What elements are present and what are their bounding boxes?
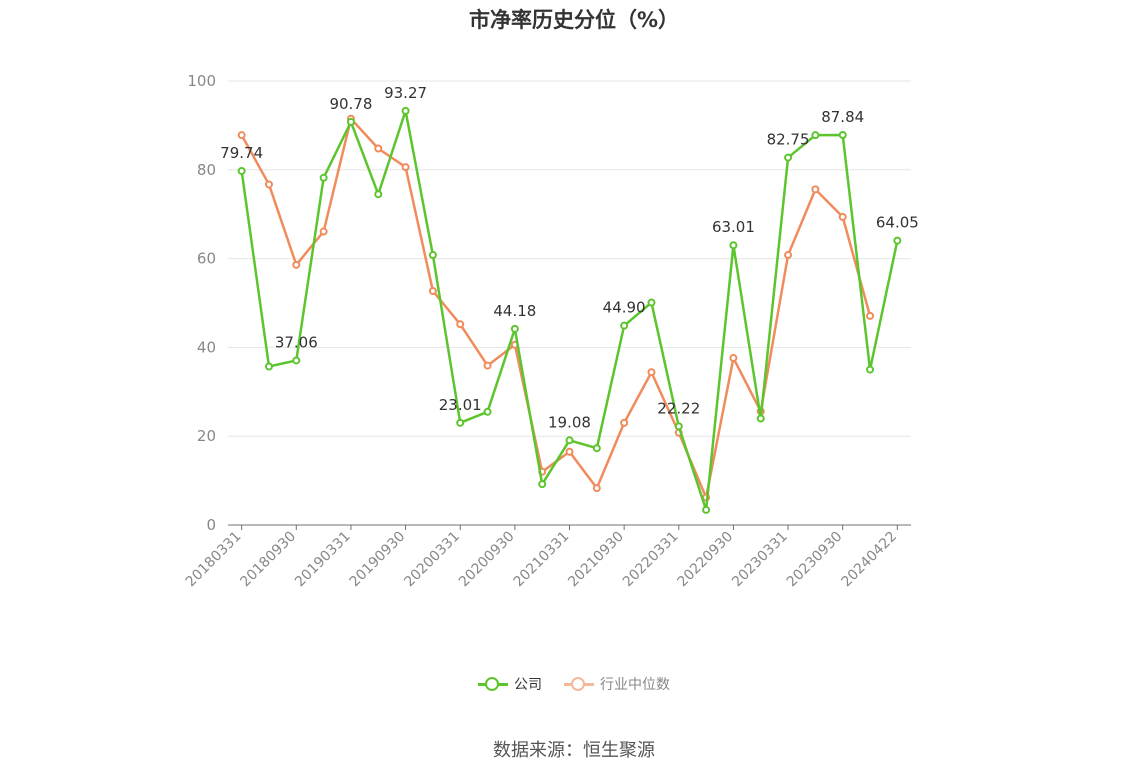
company-data-point	[264, 362, 273, 371]
data-label: 37.06	[275, 333, 318, 351]
company-data-point	[729, 241, 738, 250]
company-data-point	[483, 407, 492, 416]
y-tick-label: 80	[197, 161, 216, 179]
industry-data-point	[401, 163, 410, 172]
industry-data-point	[319, 227, 328, 236]
x-tick-label: 20210930	[565, 529, 627, 591]
y-tick-label: 20	[197, 427, 216, 445]
company-data-point	[292, 356, 301, 365]
industry-data-point	[483, 361, 492, 370]
data-label: 44.18	[493, 302, 536, 320]
x-tick-label: 20190331	[292, 529, 354, 591]
data-label: 93.27	[384, 84, 427, 102]
chart-title: 市净率历史分位（%）	[468, 8, 680, 32]
data-label: 87.84	[821, 108, 864, 126]
company-data-point	[866, 365, 875, 374]
data-source: 数据来源：恒生聚源	[493, 740, 655, 761]
industry-data-point	[784, 251, 793, 260]
industry-data-point	[729, 354, 738, 363]
industry-data-point	[264, 180, 273, 189]
company-data-point	[319, 173, 328, 182]
company-data-point	[702, 505, 711, 514]
industry-data-point	[811, 185, 820, 194]
legend-item-industry[interactable]: 行业中位数	[564, 674, 670, 694]
company-data-point	[428, 251, 437, 260]
legend-line-industry-icon	[564, 677, 594, 691]
industry-data-point	[647, 368, 656, 377]
data-label: 64.05	[876, 214, 919, 232]
x-tick-label: 20180331	[183, 529, 245, 591]
x-tick-label: 20200331	[401, 529, 463, 591]
company-data-point	[592, 444, 601, 453]
industry-data-point	[237, 131, 246, 140]
data-label: 79.74	[220, 144, 263, 162]
x-tick-label: 20210331	[511, 529, 573, 591]
x-tick-label: 20230331	[729, 529, 791, 591]
company-data-point	[784, 153, 793, 162]
data-label: 44.90	[603, 299, 646, 317]
company-data-point	[237, 166, 246, 175]
data-label: 82.75	[767, 131, 810, 149]
y-tick-label: 100	[187, 72, 216, 90]
company-data-point	[838, 130, 847, 139]
company-data-point	[538, 480, 547, 489]
x-tick-label: 20190930	[347, 529, 409, 591]
industry-data-point	[292, 260, 301, 269]
data-label: 19.08	[548, 413, 591, 431]
legend-line-company-icon	[478, 677, 508, 691]
industry-data-point	[428, 287, 437, 296]
y-tick-label: 0	[206, 516, 216, 534]
industry-data-point	[592, 484, 601, 493]
company-data-point	[565, 436, 574, 445]
legend-label-company: 公司	[514, 677, 542, 693]
x-tick-label: 20180930	[237, 529, 299, 591]
y-tick-label: 60	[197, 250, 216, 268]
industry-data-point	[565, 447, 574, 456]
industry-data-point	[838, 212, 847, 221]
data-label: 22.22	[657, 399, 700, 417]
company-data-point	[456, 418, 465, 427]
legend: 公司 行业中位数	[0, 674, 1148, 694]
company-data-point	[674, 422, 683, 431]
line-chart: 0 20 40 60 80 100 2018033120180930201903312019…	[183, 72, 919, 591]
company-data-point	[811, 131, 820, 140]
company-data-point	[510, 324, 519, 333]
company-data-point	[401, 106, 410, 115]
x-tick-label: 20240422	[838, 529, 900, 591]
data-label: 63.01	[712, 218, 755, 236]
x-tick-label: 20230930	[784, 529, 846, 591]
company-data-point	[756, 414, 765, 423]
y-tick-label: 40	[197, 338, 216, 356]
x-tick-label: 20220331	[620, 529, 682, 591]
company-data-point	[893, 236, 902, 245]
company-data-point	[647, 298, 656, 307]
company-data-point	[346, 117, 355, 126]
industry-data-point	[866, 311, 875, 320]
industry-data-point	[374, 144, 383, 153]
legend-label-industry: 行业中位数	[600, 677, 670, 693]
company-data-point	[620, 321, 629, 330]
x-tick-label: 20200930	[456, 529, 518, 591]
legend-item-company[interactable]: 公司	[478, 674, 542, 694]
data-label: 23.01	[439, 396, 482, 414]
industry-data-point	[620, 418, 629, 427]
x-tick-label: 20220930	[675, 529, 737, 591]
data-label: 90.78	[329, 95, 372, 113]
industry-data-point	[456, 320, 465, 329]
company-data-point	[374, 190, 383, 199]
series-line-industry	[240, 117, 872, 499]
